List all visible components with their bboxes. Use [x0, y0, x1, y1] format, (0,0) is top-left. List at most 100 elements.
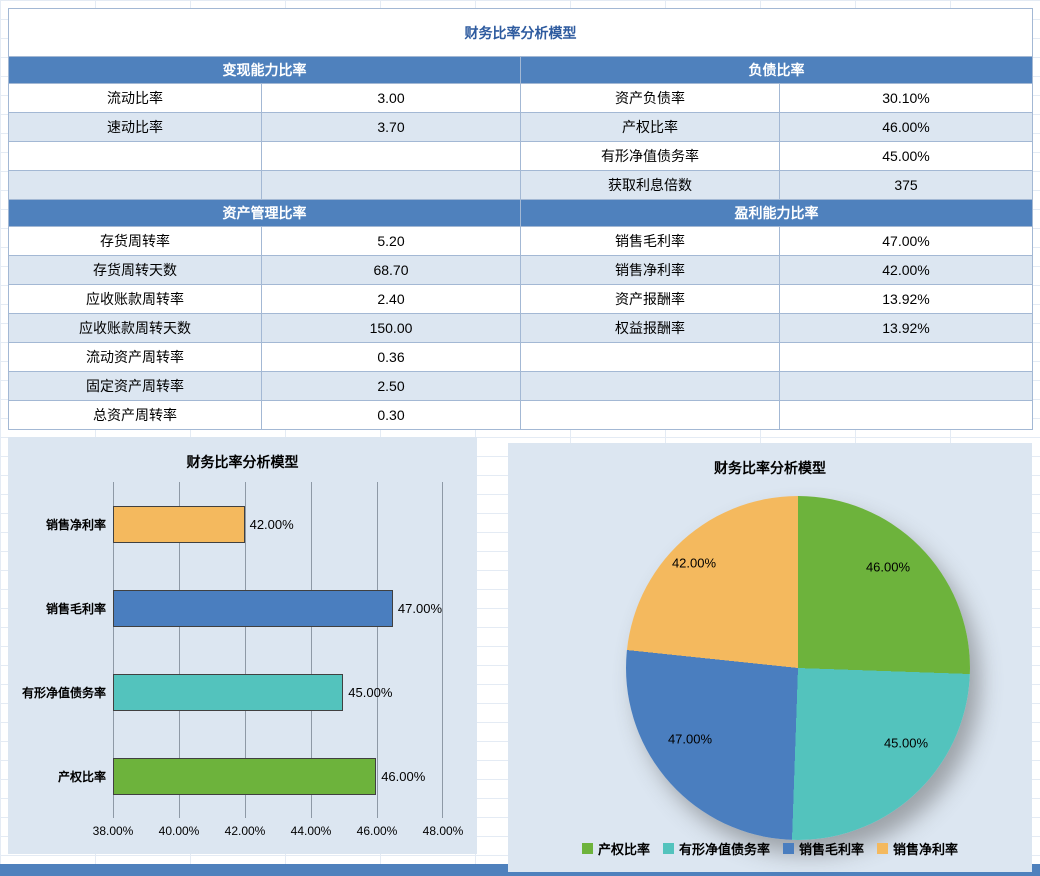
ratio-value-cell[interactable]: 13.92% [779, 313, 1033, 343]
ratio-label: 流动比率 [8, 83, 262, 113]
x-tick-label: 40.00% [158, 824, 200, 838]
ratio-label: 应收账款周转天数 [8, 313, 262, 343]
ratio-label [8, 170, 262, 200]
table-row: 存货周转率 5.20 销售毛利率 47.00% [8, 226, 1033, 256]
section-header-row: 变现能力比率 负债比率 [8, 56, 1033, 84]
ratio-label: 流动资产周转率 [8, 342, 262, 372]
ratio-value-cell[interactable] [779, 400, 1033, 430]
ratio-value-cell[interactable]: 47.00% [779, 226, 1033, 256]
legend-label: 销售净利率 [893, 842, 959, 857]
ratio-value-cell[interactable]: 45.00% [779, 141, 1033, 171]
ratio-label: 资产负债率 [520, 83, 780, 113]
pie-value-label-tangible-net-debt-ratio: 45.00% [883, 735, 929, 751]
table-row: 速动比率 3.70 产权比率 46.00% [8, 112, 1033, 142]
bar-net-margin [113, 505, 245, 543]
ratio-value-cell[interactable] [261, 170, 521, 200]
bar-x-axis: 38.00% 40.00% 42.00% 44.00% 46.00% 48.00… [93, 818, 464, 840]
legend-swatch-icon [581, 843, 593, 854]
table-row: 流动比率 3.00 资产负债率 30.10% [8, 83, 1033, 113]
section-header-profitability: 盈利能力比率 [520, 199, 1033, 227]
table-row: 应收账款周转天数 150.00 权益报酬率 13.92% [8, 313, 1033, 343]
ratio-value-cell[interactable]: 46.00% [779, 112, 1033, 142]
ratio-value-cell[interactable]: 5.20 [261, 226, 521, 256]
ratio-value-cell[interactable]: 2.40 [261, 284, 521, 314]
ratio-label [520, 342, 780, 372]
table-row: 总资产周转率 0.30 [8, 400, 1033, 430]
bar-category-axis: 销售净利率 销售毛利率 有形净值债务率 产权比率 [8, 482, 113, 818]
ratio-value-cell[interactable]: 30.10% [779, 83, 1033, 113]
legend-item-gross-margin: 销售毛利率 [783, 839, 864, 858]
ratio-value-cell[interactable]: 68.70 [261, 255, 521, 285]
bar-value-label: 45.00% [348, 684, 393, 700]
legend-swatch-icon [783, 843, 794, 854]
ratio-label: 固定资产周转率 [8, 371, 262, 401]
section-header-row: 资产管理比率 盈利能力比率 [8, 199, 1033, 227]
ratio-value-cell[interactable]: 3.00 [261, 83, 521, 113]
bar-chart-title: 财务比率分析模型 [186, 454, 299, 470]
legend-swatch-icon [877, 843, 889, 854]
ratio-label: 速动比率 [8, 112, 262, 142]
bar-gross-margin [113, 589, 393, 627]
table-row: 有形净值债务率 45.00% [8, 141, 1033, 171]
bar-row: 46.00% [113, 734, 442, 818]
ratio-label: 销售毛利率 [520, 226, 780, 256]
ratio-label: 总资产周转率 [8, 400, 262, 430]
ratio-value-cell[interactable] [779, 342, 1033, 372]
pie-value-label-gross-margin: 47.00% [667, 731, 713, 747]
pie-chart-title: 财务比率分析模型 [714, 460, 826, 476]
ratio-label: 资产报酬率 [520, 284, 780, 314]
ratio-value-cell[interactable]: 13.92% [779, 284, 1033, 314]
table-row: 获取利息倍数 375 [8, 170, 1033, 200]
pie-value-label-net-margin: 42.00% [671, 555, 717, 571]
pie-graphic [626, 496, 970, 840]
pie-chart-panel[interactable]: 财务比率分析模型 46.00% 45.00% 47.00% 42.00% 产权比… [508, 443, 1032, 872]
legend-label: 产权比率 [597, 842, 650, 857]
pie-value-label-equity-ratio: 46.00% [865, 559, 911, 575]
bar-value-label: 46.00% [381, 768, 426, 784]
ratio-label [8, 141, 262, 171]
bar-row: 42.00% [113, 482, 442, 566]
ratio-value-cell[interactable] [261, 141, 521, 171]
legend-label: 销售毛利率 [799, 842, 865, 857]
ratio-label: 销售净利率 [520, 255, 780, 285]
bar-chart-body: 销售净利率 销售毛利率 有形净值债务率 产权比率 42.00% 47.00% 4… [8, 482, 477, 818]
cat-label-equity-ratio: 产权比率 [57, 769, 106, 784]
bar-row: 47.00% [113, 566, 442, 650]
table-row: 流动资产周转率 0.36 [8, 342, 1033, 372]
bar-row: 45.00% [113, 650, 442, 734]
bar-value-label: 42.00% [249, 516, 294, 532]
ratio-value-cell[interactable]: 2.50 [261, 371, 521, 401]
ratio-label: 存货周转率 [8, 226, 262, 256]
x-tick-label: 48.00% [422, 824, 464, 838]
legend-item-tangible-net-debt-ratio: 有形净值债务率 [662, 839, 770, 858]
legend-item-net-margin: 销售净利率 [877, 839, 958, 858]
ratio-value-cell[interactable]: 42.00% [779, 255, 1033, 285]
page-title: 财务比率分析模型 [8, 8, 1033, 57]
ratio-value-cell[interactable]: 150.00 [261, 313, 521, 343]
ratio-label [520, 371, 780, 401]
bar-value-label: 47.00% [397, 600, 442, 616]
ratio-label: 有形净值债务率 [520, 141, 780, 171]
legend-label: 有形净值债务率 [678, 842, 770, 857]
ratio-value-cell[interactable]: 0.36 [261, 342, 521, 372]
table-title-row: 财务比率分析模型 [8, 8, 1033, 57]
financial-ratio-table: 财务比率分析模型 变现能力比率 负债比率 流动比率 3.00 资产负债率 30.… [8, 8, 1033, 430]
ratio-value-cell[interactable]: 0.30 [261, 400, 521, 430]
bar-chart-panel[interactable]: 财务比率分析模型 销售净利率 销售毛利率 有形净值债务率 产权比率 42.00%… [8, 437, 477, 854]
cat-label-net-margin: 销售净利率 [45, 517, 106, 532]
ratio-value-cell[interactable]: 375 [779, 170, 1033, 200]
x-tick-label: 38.00% [92, 824, 134, 838]
legend-item-equity-ratio: 产权比率 [581, 839, 650, 858]
x-tick-label: 46.00% [356, 824, 398, 838]
ratio-label: 产权比率 [520, 112, 780, 142]
ratio-label: 存货周转天数 [8, 255, 262, 285]
table-row: 存货周转天数 68.70 销售净利率 42.00% [8, 255, 1033, 285]
ratio-label: 应收账款周转率 [8, 284, 262, 314]
table-row: 应收账款周转率 2.40 资产报酬率 13.92% [8, 284, 1033, 314]
section-header-liquidity: 变现能力比率 [8, 56, 521, 84]
ratio-value-cell[interactable] [779, 371, 1033, 401]
section-header-asset-management: 资产管理比率 [8, 199, 521, 227]
ratio-label: 权益报酬率 [520, 313, 780, 343]
bar-plot-area: 42.00% 47.00% 45.00% 46.00% [113, 482, 443, 818]
ratio-value-cell[interactable]: 3.70 [261, 112, 521, 142]
